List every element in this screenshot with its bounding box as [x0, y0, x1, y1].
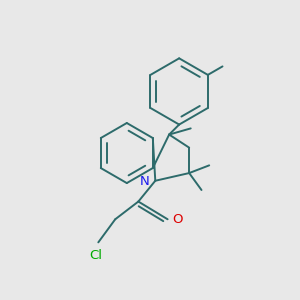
Text: O: O	[172, 213, 183, 226]
Text: Cl: Cl	[89, 248, 103, 262]
Text: N: N	[140, 175, 150, 188]
